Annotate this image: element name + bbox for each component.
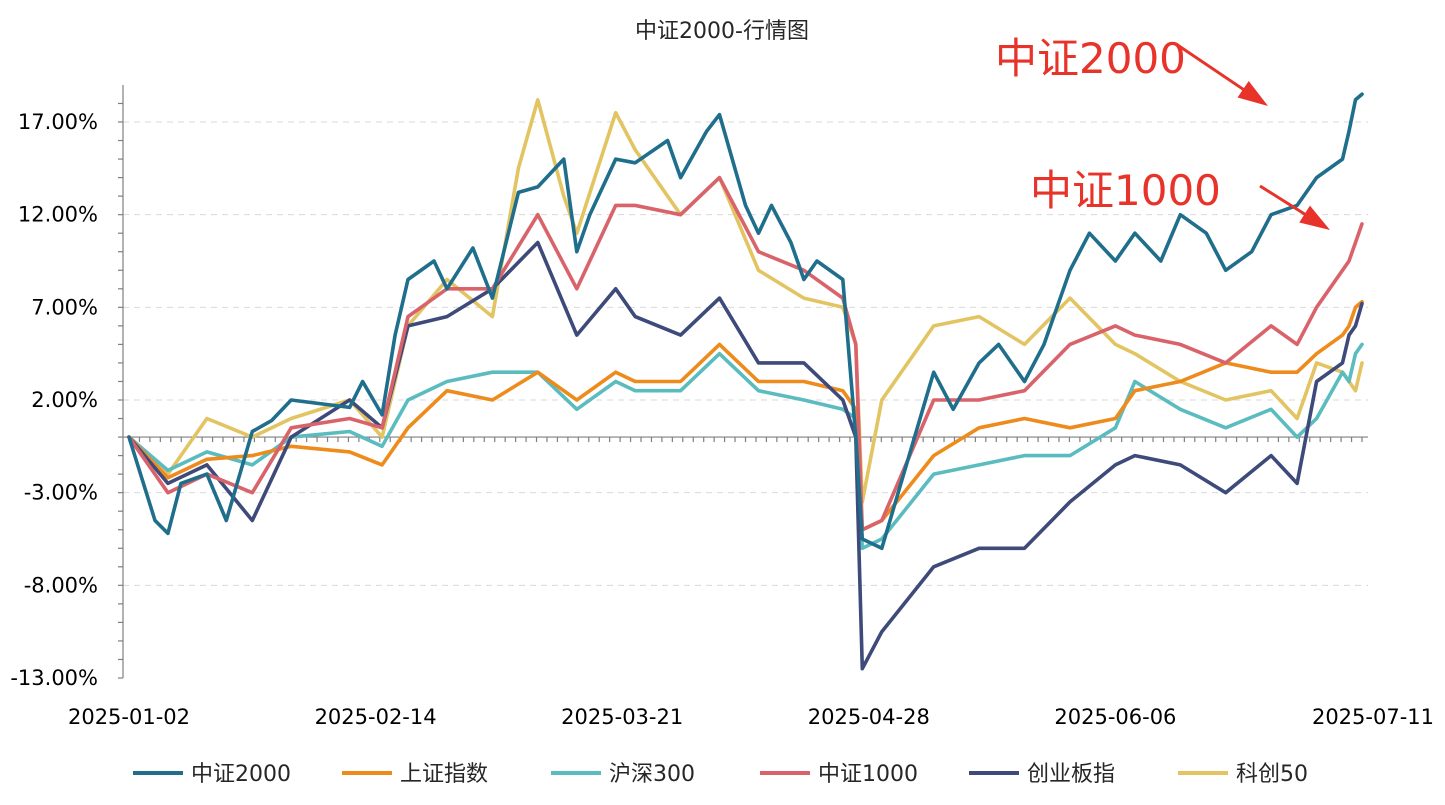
y-tick-label: -3.00% (24, 481, 98, 505)
y-tick-label: 2.00% (31, 388, 98, 412)
y-tick-labels: 17.00% 12.00% 7.00% 2.00% -3.00% -8.00% -13.00… (10, 110, 98, 690)
gridlines (123, 121, 1368, 586)
y-tick-label: -8.00% (24, 573, 98, 597)
annotation-arrowhead (1237, 80, 1268, 106)
y-tick-label: 12.00% (18, 203, 98, 227)
series-line (127, 92, 1364, 551)
y-tick-label: 7.00% (31, 295, 98, 319)
series-line (127, 342, 1364, 551)
chart-title: 中证2000-行情图 (635, 19, 809, 44)
y-tick-label: 17.00% (18, 110, 98, 134)
series-lines (127, 92, 1364, 671)
legend-label: 中证1000 (818, 762, 918, 787)
x-tick-label: 2025-06-06 (1054, 705, 1176, 729)
series-line (127, 175, 1364, 532)
annotation-label: 中证2000 (995, 34, 1186, 83)
y-tick-label: -13.00% (10, 666, 98, 690)
x-tick-labels: 2025-01-02 2025-02-14 2025-03-21 2025-04-28… (68, 705, 1434, 729)
axes (118, 85, 1368, 679)
annotation-label: 中证1000 (1030, 166, 1221, 215)
x-tick-label: 2025-07-11 (1312, 705, 1434, 729)
x-tick-label: 2025-02-14 (315, 705, 437, 729)
legend: 中证2000 上证指数 沪深300 中证1000 创业板指 科创50 (133, 762, 1308, 787)
series-line (127, 299, 1364, 532)
legend-label: 中证2000 (191, 762, 291, 787)
annotation-arrowhead (1299, 205, 1330, 230)
annotations: 中证2000 中证1000 (995, 34, 1330, 230)
x-tick-label: 2025-03-21 (561, 705, 683, 729)
x-tick-label: 2025-04-28 (808, 705, 930, 729)
legend-label: 上证指数 (400, 762, 488, 787)
series-line (127, 240, 1364, 671)
legend-label: 科创50 (1236, 762, 1308, 787)
legend-label: 创业板指 (1027, 762, 1115, 787)
x-tick-label: 2025-01-02 (68, 705, 190, 729)
legend-label: 沪深300 (609, 762, 695, 787)
